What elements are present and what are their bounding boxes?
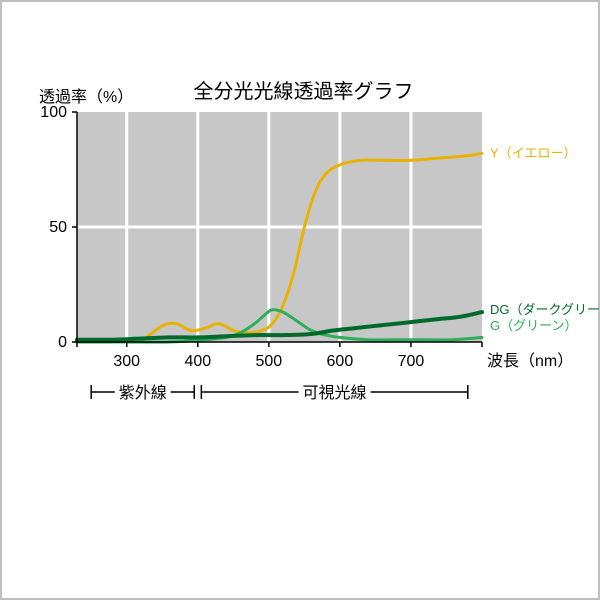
grid-panel — [341, 112, 409, 226]
range-label-vis: 可視光線 — [303, 384, 367, 402]
xtick-label: 700 — [398, 353, 425, 370]
grid-panel — [412, 112, 482, 226]
grid-panel — [412, 229, 482, 343]
x-axis-label: 波長（nm） — [487, 352, 573, 370]
xtick-label: 600 — [327, 353, 354, 370]
xtick-label: 400 — [184, 353, 211, 370]
grid-panel — [77, 112, 125, 226]
grid-panel — [199, 112, 267, 226]
ytick-label: 0 — [58, 334, 67, 351]
y-axis-label: 透過率（%） — [39, 88, 133, 106]
legend-green: G（グリーン） — [490, 318, 577, 333]
ytick-label: 50 — [49, 219, 67, 236]
range-label-uv: 紫外線 — [119, 384, 167, 402]
grid-panel — [128, 112, 196, 226]
transmittance-chart: 050100300400500600700波長（nm）透過率（%）全分光光線透過… — [22, 92, 582, 512]
ytick-label: 100 — [40, 104, 67, 121]
chart-title: 全分光光線透過率グラフ — [194, 80, 414, 103]
xtick-label: 300 — [113, 353, 140, 370]
grid-panel — [77, 229, 125, 343]
grid-panel — [270, 112, 338, 226]
legend-yellow: Y（イエロー） — [490, 145, 577, 160]
legend-darkgreen: DG（ダークグリーン） — [490, 302, 600, 317]
xtick-label: 500 — [255, 353, 282, 370]
